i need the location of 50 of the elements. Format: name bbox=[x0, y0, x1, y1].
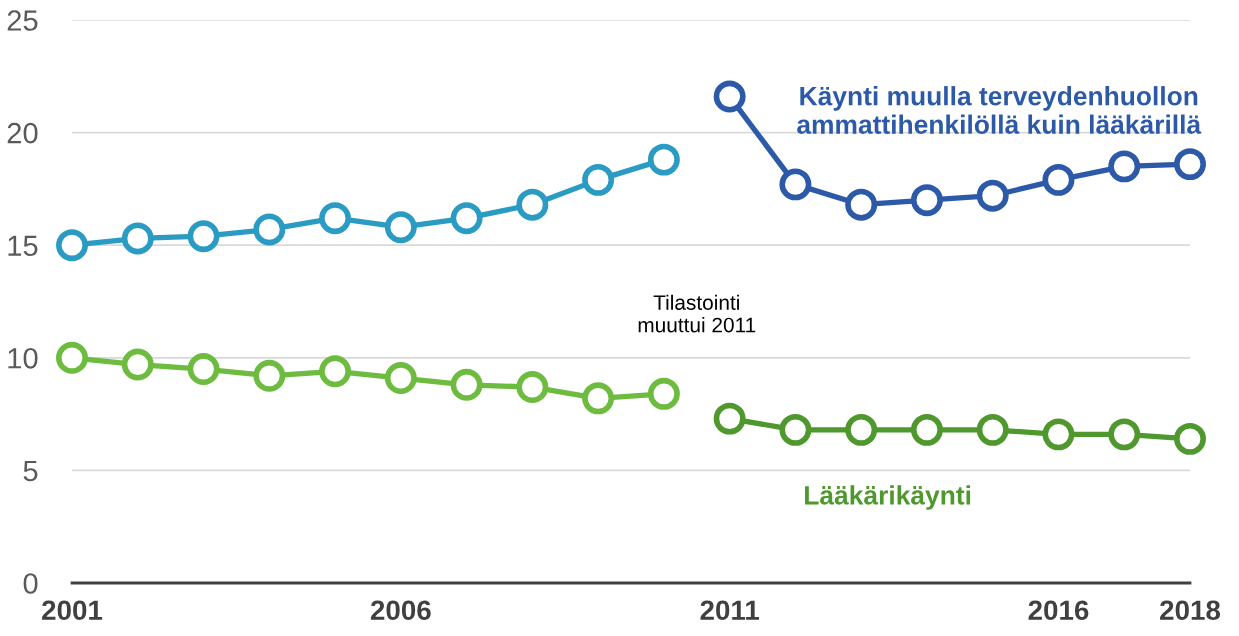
x-tick-label: 2011 bbox=[700, 600, 760, 621]
y-tick-label: 25 bbox=[7, 10, 38, 31]
point bbox=[647, 143, 680, 176]
point bbox=[582, 382, 615, 415]
x-tick-label: 2006 bbox=[370, 600, 431, 621]
point bbox=[910, 184, 943, 217]
series-label: Lääkärikäynti bbox=[805, 485, 971, 510]
point bbox=[976, 413, 1009, 446]
point bbox=[253, 213, 286, 246]
point bbox=[713, 402, 746, 435]
point bbox=[516, 188, 549, 221]
y-tick-label: 20 bbox=[7, 122, 38, 144]
point bbox=[121, 348, 154, 381]
point bbox=[450, 368, 483, 401]
point bbox=[56, 341, 88, 374]
point bbox=[1174, 422, 1206, 455]
annotation: Tilastointi muuttui 2011 bbox=[638, 294, 756, 333]
point bbox=[1042, 418, 1075, 451]
point bbox=[56, 229, 88, 262]
x-tick-label: 2018 bbox=[1160, 600, 1221, 621]
point bbox=[779, 413, 812, 446]
point bbox=[845, 188, 878, 221]
y-tick-label: 10 bbox=[8, 348, 38, 369]
point bbox=[319, 202, 352, 235]
point bbox=[516, 371, 549, 404]
point bbox=[187, 353, 220, 386]
point bbox=[779, 168, 812, 201]
point bbox=[319, 355, 352, 388]
point bbox=[1174, 148, 1206, 181]
y-tick-label: 15 bbox=[8, 235, 38, 257]
x-tick-label: 2016 bbox=[1028, 600, 1089, 621]
point bbox=[845, 413, 878, 446]
series-label: Käynti muulla terveydenhuollon ammattihenkilöllä kuin lääkärillä bbox=[797, 86, 1202, 134]
point bbox=[647, 377, 680, 410]
point bbox=[582, 163, 615, 196]
y-tick-label: 0 bbox=[23, 573, 38, 594]
point bbox=[384, 362, 417, 395]
point bbox=[121, 222, 154, 255]
point bbox=[1108, 418, 1141, 451]
point bbox=[910, 413, 943, 446]
point bbox=[187, 220, 220, 253]
point bbox=[713, 80, 746, 113]
point bbox=[976, 179, 1009, 212]
point bbox=[1042, 163, 1075, 196]
point bbox=[1108, 150, 1141, 183]
point bbox=[253, 359, 286, 392]
point bbox=[384, 211, 417, 244]
x-tick-label: 2001 bbox=[42, 600, 103, 621]
y-tick-label: 5 bbox=[23, 460, 38, 482]
point bbox=[450, 202, 483, 235]
